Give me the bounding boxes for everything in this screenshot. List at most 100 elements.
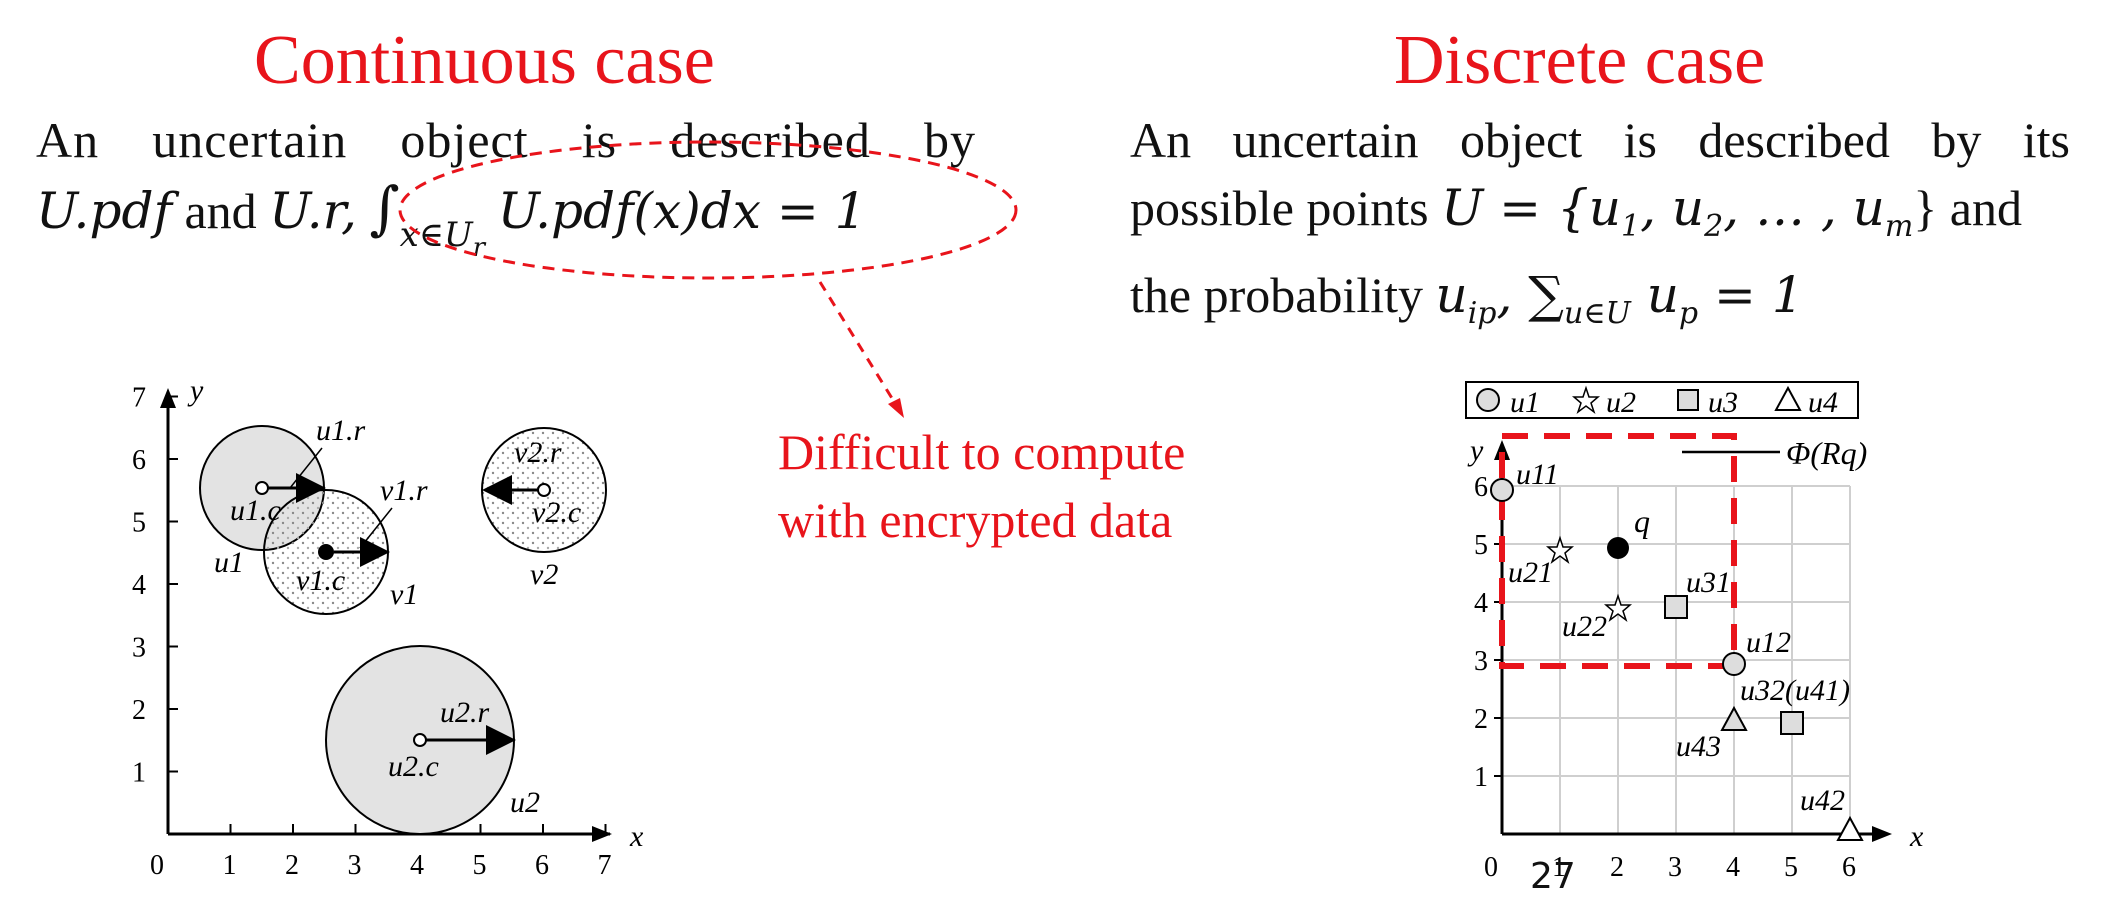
x-ticks: 0 1 2 3 4 5 6 7 bbox=[150, 824, 612, 881]
u12-point bbox=[1722, 652, 1746, 676]
note-line-2: with encrypted data bbox=[778, 492, 1173, 548]
u11-point bbox=[1490, 478, 1514, 502]
discrete-line-2: possible points U = {u1, u2, … , um} and bbox=[1130, 174, 2070, 261]
v1-center bbox=[318, 544, 334, 560]
x-tick-label: 6 bbox=[1842, 852, 1856, 883]
equals-one: = 1 bbox=[1698, 266, 1804, 324]
possible-points-text: possible points bbox=[1130, 180, 1429, 236]
phi-label: Φ(Rq) bbox=[1786, 435, 1867, 471]
y-tick-label: 4 bbox=[1474, 588, 1488, 619]
u43-point bbox=[1720, 705, 1748, 731]
integral-expression: U.pdf(x)dx = 1 bbox=[497, 182, 867, 240]
u2r-label: u2.r bbox=[440, 696, 490, 729]
ur-term: U.r, bbox=[269, 182, 357, 240]
x-tick-label: 2 bbox=[1610, 852, 1624, 883]
set-expression: U = {u1, u2, … , um bbox=[1441, 179, 1914, 244]
x-tick-label: 4 bbox=[1726, 852, 1740, 883]
x-tick-label: 7 bbox=[598, 850, 612, 881]
continuous-case-title: Continuous case bbox=[254, 22, 715, 99]
v2c-label: v2.c bbox=[532, 496, 581, 529]
y-tick-label: 6 bbox=[1474, 472, 1488, 503]
x-tick-label: 1 bbox=[1552, 852, 1566, 883]
note-line-1: Difficult to compute bbox=[778, 424, 1186, 480]
y-ticks: 1 2 3 4 5 6 bbox=[1474, 472, 1502, 793]
y-axis-label: y bbox=[187, 374, 204, 407]
y-tick-label: 6 bbox=[132, 445, 146, 476]
x-tick-label: 6 bbox=[535, 850, 549, 881]
y-tick-label: 5 bbox=[1474, 530, 1488, 561]
x-axis-arrow bbox=[1872, 826, 1892, 842]
v1-label: v1 bbox=[390, 578, 418, 611]
page-number: 27 bbox=[1530, 856, 1576, 897]
y-tick-label: 5 bbox=[132, 508, 146, 539]
sum-subscript: u∈U bbox=[1564, 296, 1631, 331]
y-tick-label: 4 bbox=[132, 570, 146, 601]
x-axis-label: x bbox=[629, 820, 644, 853]
u2c-label: u2.c bbox=[388, 750, 439, 783]
ip-subscript: ip bbox=[1467, 296, 1497, 331]
legend-u3: u3 bbox=[1708, 386, 1738, 419]
dashed-arrow-line bbox=[818, 281, 900, 409]
legend-box bbox=[1465, 381, 1859, 419]
u42-point bbox=[1836, 815, 1864, 841]
y-tick-label: 1 bbox=[1474, 762, 1488, 793]
x-tick-label: 3 bbox=[348, 850, 362, 881]
u32u41-label: u32(u41) bbox=[1740, 674, 1850, 707]
integral-subscript: x∈U bbox=[399, 215, 473, 255]
integral-subsubscript: r bbox=[472, 233, 486, 263]
y-tick-label: 2 bbox=[1474, 704, 1488, 735]
u11-label: u11 bbox=[1516, 458, 1559, 491]
x-ticks: 0 1 2 3 4 5 6 bbox=[1484, 852, 1856, 883]
u1r-label: u1.r bbox=[316, 414, 366, 447]
v2-label: v2 bbox=[530, 558, 558, 591]
u22-label: u22 bbox=[1562, 610, 1607, 643]
probability-text: the probability bbox=[1130, 267, 1423, 323]
and-word: and bbox=[171, 183, 270, 239]
legend-u2: u2 bbox=[1606, 386, 1636, 419]
y-tick-label: 3 bbox=[1474, 646, 1488, 677]
y-axis-label: y bbox=[1467, 434, 1484, 467]
u32-point bbox=[1780, 711, 1804, 735]
u12-label: u12 bbox=[1746, 626, 1791, 659]
x-axis-arrow bbox=[592, 826, 612, 842]
p-subscript: p bbox=[1678, 296, 1699, 331]
y-tick-label: 1 bbox=[132, 758, 146, 789]
legend-square-icon bbox=[1677, 389, 1699, 411]
u22-point bbox=[1603, 593, 1633, 623]
legend-star-icon bbox=[1571, 385, 1601, 415]
y-tick-label: 3 bbox=[132, 633, 146, 664]
u31-label: u31 bbox=[1686, 566, 1731, 599]
v1r-label: v1.r bbox=[380, 474, 428, 507]
sum-sign: , ∑ bbox=[1496, 266, 1564, 324]
x-tick-label: 0 bbox=[150, 850, 164, 881]
u2-label: u2 bbox=[510, 786, 540, 819]
legend-triangle-icon bbox=[1774, 385, 1802, 411]
discrete-line-3: the probability uip, ∑u∈U up = 1 bbox=[1130, 261, 2070, 348]
v2r-label: v2.r bbox=[514, 436, 562, 469]
continuous-description: An uncertain object is described by U.pd… bbox=[36, 106, 976, 263]
updf-term: U.pdf bbox=[36, 182, 172, 240]
y-tick-label: 2 bbox=[132, 695, 146, 726]
legend-u1: u1 bbox=[1510, 386, 1540, 419]
query-region-rect bbox=[1499, 433, 1737, 669]
u-term: u bbox=[1435, 266, 1468, 324]
u43-label: u43 bbox=[1676, 730, 1721, 763]
y-tick-label: 7 bbox=[132, 383, 146, 414]
x-tick-label: 5 bbox=[1784, 852, 1798, 883]
x-tick-label: 1 bbox=[223, 850, 237, 881]
discrete-case-title: Discrete case bbox=[1394, 22, 1766, 99]
legend-u4: u4 bbox=[1808, 386, 1838, 419]
legend-circle-icon bbox=[1476, 388, 1500, 412]
difficult-note: Difficult to compute with encrypted data bbox=[778, 418, 1185, 554]
discrete-line-1: An uncertain object is described by its bbox=[1130, 112, 2070, 168]
arrow-head bbox=[888, 398, 904, 418]
x-tick-label: 0 bbox=[1484, 852, 1498, 883]
u1c-label: u1.c bbox=[230, 494, 281, 527]
continuous-line-2: U.pdf and U.r, ∫x∈Ur U.pdf(x)dx = 1 bbox=[36, 174, 976, 263]
u1-label: u1 bbox=[214, 546, 244, 579]
x-tick-label: 4 bbox=[410, 850, 424, 881]
grid-lines bbox=[1502, 485, 1851, 834]
v1r-leader bbox=[359, 507, 393, 549]
